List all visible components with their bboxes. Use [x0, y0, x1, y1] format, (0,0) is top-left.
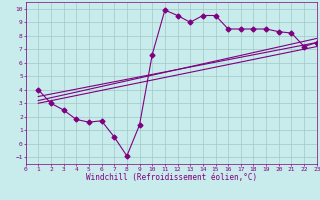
X-axis label: Windchill (Refroidissement éolien,°C): Windchill (Refroidissement éolien,°C) — [86, 173, 257, 182]
